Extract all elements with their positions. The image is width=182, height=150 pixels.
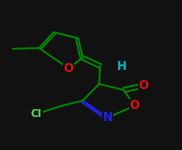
Text: H: H [117, 60, 127, 73]
Text: O: O [63, 62, 73, 75]
Text: Cl: Cl [31, 109, 42, 119]
Text: N: N [102, 111, 112, 124]
Text: O: O [130, 99, 140, 112]
Text: O: O [139, 79, 149, 92]
